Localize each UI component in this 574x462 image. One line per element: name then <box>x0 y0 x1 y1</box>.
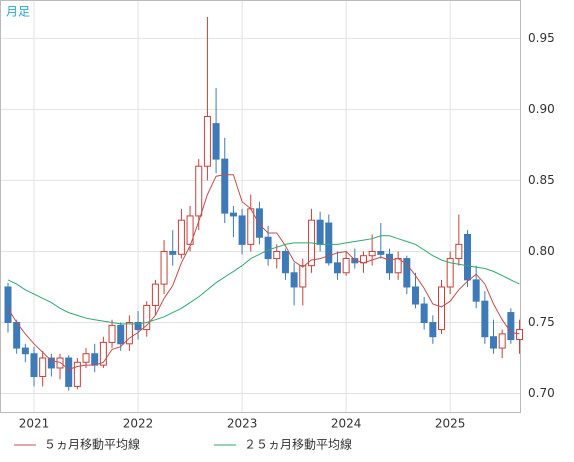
x-tick-label: 2023 <box>227 417 258 431</box>
candle-body <box>464 233 472 281</box>
candle-body <box>108 324 116 343</box>
candle-body <box>281 250 289 274</box>
y-tick-label: 0.95 <box>528 31 555 45</box>
candle-body <box>13 321 21 349</box>
y-tick-label: 0.90 <box>528 102 555 116</box>
candle-body <box>481 300 489 338</box>
candle-body <box>160 250 168 285</box>
candle-body <box>385 253 393 274</box>
candle-body <box>169 250 177 255</box>
candle-body <box>117 324 125 345</box>
candle-body <box>65 357 73 387</box>
candle-body <box>420 303 428 323</box>
y-tick-label: 0.85 <box>528 173 555 187</box>
candle-body <box>290 272 298 288</box>
candle-body <box>91 353 99 366</box>
candle-body <box>39 357 47 377</box>
x-tick-label: 2024 <box>331 417 362 431</box>
candle-body <box>342 258 350 274</box>
candle-body <box>507 312 515 341</box>
candle-body <box>255 208 263 238</box>
candle-body <box>4 286 12 323</box>
candle-body <box>56 357 64 369</box>
candle-body <box>264 236 272 260</box>
candle-body <box>212 123 220 160</box>
x-tick-label: 2022 <box>123 417 154 431</box>
plot-area <box>0 0 521 413</box>
candle-body <box>186 215 194 245</box>
candle-body <box>47 357 55 369</box>
y-tick-label: 0.70 <box>528 386 555 400</box>
candle-body <box>429 321 437 338</box>
candle-body <box>73 361 81 387</box>
candle-body <box>203 115 211 167</box>
candle-body <box>438 286 445 331</box>
candle-body <box>455 243 463 260</box>
candle-body <box>151 283 159 306</box>
candle-body <box>177 219 185 255</box>
x-tick-label: 2025 <box>435 417 466 431</box>
chart-title: 月足 <box>6 5 30 19</box>
candle-body <box>30 353 38 377</box>
candle-body <box>411 286 419 305</box>
legend-label: ２５ヵ月移動平均線 <box>244 437 352 452</box>
candle-body <box>247 208 255 245</box>
y-tick-label: 0.80 <box>528 244 555 258</box>
candle-body <box>82 353 90 363</box>
candle-body <box>238 215 246 245</box>
candle-body <box>498 333 506 349</box>
candle-body <box>472 279 480 302</box>
candle-body <box>368 250 376 257</box>
candle-body <box>229 212 237 217</box>
ma-line <box>7 235 520 325</box>
candle-body <box>377 250 385 255</box>
x-tick-label: 2021 <box>19 417 50 431</box>
candle-body <box>21 347 29 355</box>
y-tick-label: 0.75 <box>528 315 555 329</box>
candle-body <box>299 265 307 288</box>
candle-body <box>403 258 411 288</box>
candle-body <box>446 258 454 288</box>
candle-body <box>221 158 229 214</box>
ma-line <box>7 174 520 370</box>
candle-body <box>333 262 341 274</box>
candle-body <box>195 165 203 217</box>
candle-body <box>99 341 107 366</box>
candle-body <box>143 304 151 331</box>
candle-body <box>490 336 498 349</box>
candle-body <box>125 321 133 345</box>
candle-body <box>316 219 324 245</box>
candle-body <box>516 329 524 341</box>
legend-label: ５ヵ月移動平均線 <box>44 437 140 452</box>
candle-body <box>273 250 281 260</box>
candle-body <box>325 222 333 264</box>
candle-body <box>134 321 142 331</box>
candle-body <box>394 258 402 274</box>
